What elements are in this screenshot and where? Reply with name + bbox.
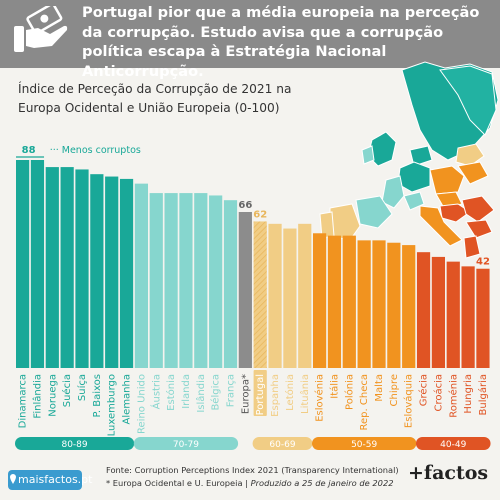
header-banner: Portugal pior que a média europeia na pe…	[0, 0, 500, 80]
bar	[238, 212, 252, 368]
bar	[416, 252, 431, 368]
bar	[209, 195, 223, 368]
bar	[134, 183, 148, 368]
category-label: Roménia	[447, 374, 459, 418]
category-label: Islândia	[195, 374, 207, 413]
category-label: Croácia	[432, 374, 444, 412]
bar	[372, 240, 386, 368]
category-label: Rep. Checa	[359, 374, 370, 430]
bar	[16, 160, 30, 368]
bar	[476, 268, 490, 368]
bar	[119, 178, 134, 368]
bar	[461, 266, 475, 368]
headline: Portugal pior que a média europeia na pe…	[82, 4, 480, 80]
bar	[90, 174, 104, 368]
category-label: Luxemburgo	[107, 374, 118, 436]
category-label: Itália	[328, 374, 340, 399]
category-label: França	[226, 374, 237, 407]
category-label: Dinamarca	[18, 374, 29, 428]
category-label: P. Baixos	[92, 374, 103, 418]
data-label: 62	[253, 209, 267, 220]
bar	[342, 235, 356, 368]
range-pill	[252, 437, 313, 450]
annotation-text: ··· Menos corruptos	[50, 145, 141, 156]
category-label: Lituânia	[299, 374, 311, 414]
data-label: 66	[238, 200, 252, 211]
category-label: Suécia	[61, 374, 73, 407]
range-pill	[15, 437, 135, 450]
brand-logo: +factos	[408, 462, 489, 484]
bar	[30, 160, 45, 368]
category-label: Portugal	[255, 374, 266, 415]
bar	[75, 169, 89, 368]
bar	[45, 167, 59, 368]
bar	[164, 193, 178, 368]
range-label: 40-49	[440, 440, 466, 450]
bar	[298, 223, 312, 368]
data-label: 88	[22, 145, 36, 156]
bar	[446, 261, 460, 368]
bar	[357, 240, 371, 368]
category-label: Estónia	[165, 374, 177, 411]
category-label: Irlanda	[181, 374, 192, 409]
category-label: Áustria	[149, 374, 162, 409]
range-label: 70-79	[173, 440, 199, 450]
category-label: Europa*	[240, 374, 251, 414]
location-pin-icon	[10, 474, 16, 484]
category-label: Polónia	[343, 374, 355, 410]
category-label: Grécia	[418, 374, 430, 406]
range-label: 80-89	[61, 440, 87, 450]
category-label: Bulgária	[477, 374, 489, 415]
bar	[60, 167, 74, 368]
range-label: 50-59	[351, 440, 377, 450]
footnote: * Europa Ocidental e U. Europeia |	[106, 478, 248, 488]
hand-money-icon	[12, 2, 72, 62]
category-label: Suíça	[76, 374, 88, 401]
bar	[387, 242, 401, 368]
category-label: Chipre	[389, 374, 400, 407]
production-date: Produzido a 25 de janeiro de 2022	[250, 478, 394, 488]
category-label: Reino Unido	[136, 374, 147, 434]
category-label: Alemanha	[122, 374, 133, 424]
site-name: maisfactos.pt	[18, 473, 93, 486]
bar	[105, 176, 119, 368]
bar	[253, 221, 267, 368]
bar	[431, 256, 445, 368]
category-label: Eslováquia	[403, 374, 415, 428]
bar	[223, 200, 238, 368]
chart-title: Índice de Perceção da Corrupção de 2021 …	[18, 82, 292, 115]
bar-chart: Dinamarca Finlândia Noruega Suécia Suíça P. B…	[15, 61, 499, 450]
category-label: Finlândia	[31, 374, 43, 419]
bar	[268, 223, 282, 368]
source-note: Fonte: Corruption Perceptions Index 2021…	[106, 464, 399, 488]
category-label: Malta	[374, 374, 385, 402]
bar	[194, 193, 208, 368]
highlight-label-bg	[253, 370, 267, 416]
bar	[402, 245, 416, 368]
bar	[327, 235, 342, 368]
category-label: Noruega	[47, 374, 58, 417]
bar	[149, 193, 163, 368]
bar	[179, 193, 193, 368]
category-label: Espanha	[270, 374, 281, 417]
range-pill	[133, 437, 239, 450]
category-label: Letónia	[284, 374, 296, 411]
europe-map	[319, 61, 499, 259]
range-pill	[415, 437, 491, 450]
range-pill	[312, 437, 417, 450]
site-logo[interactable]: maisfactos.pt	[8, 470, 92, 490]
bar	[313, 233, 327, 368]
category-label: Bélgica	[210, 374, 222, 411]
data-label: 42	[476, 257, 490, 268]
category-label: Eslovénia	[314, 374, 326, 422]
range-label: 60-69	[269, 440, 295, 450]
source-text: Fonte: Corruption Perceptions Index 2021…	[106, 465, 399, 475]
category-label: Hungria	[463, 374, 474, 414]
bar	[283, 228, 297, 368]
